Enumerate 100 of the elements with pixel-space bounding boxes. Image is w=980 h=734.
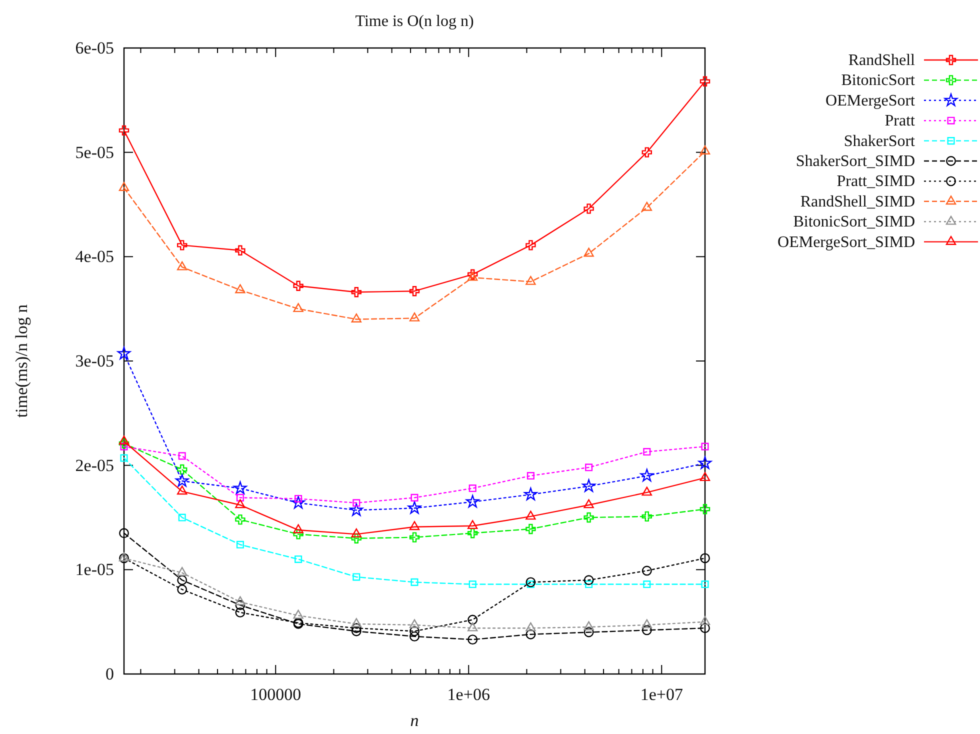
legend-label: ShakerSort <box>844 132 916 150</box>
x-tick-label: 1e+07 <box>640 685 684 704</box>
point <box>584 621 594 630</box>
point <box>524 488 538 500</box>
point <box>585 464 593 472</box>
point <box>293 280 304 291</box>
point <box>175 474 189 487</box>
point <box>177 575 188 586</box>
point <box>235 284 246 294</box>
point <box>584 204 594 214</box>
point <box>409 286 420 296</box>
point <box>584 248 594 257</box>
point <box>700 146 710 154</box>
point <box>352 573 360 581</box>
point <box>351 618 362 628</box>
point <box>468 580 476 588</box>
point <box>177 464 188 475</box>
y-tick-label: 5e-05 <box>75 142 114 162</box>
legend-label: RandShell <box>848 52 916 69</box>
point <box>351 313 362 322</box>
point <box>409 532 420 542</box>
point <box>351 528 362 538</box>
point <box>642 486 652 496</box>
legend-label: OEMergeSort_SIMD <box>778 234 915 251</box>
point <box>585 580 593 588</box>
point <box>120 442 128 450</box>
point <box>292 496 305 509</box>
y-tick-label: 3e-05 <box>75 351 114 370</box>
point <box>294 555 302 563</box>
point <box>468 622 478 632</box>
point <box>177 584 188 594</box>
point <box>351 533 362 544</box>
point <box>235 596 246 606</box>
point <box>293 303 304 312</box>
point <box>468 520 478 530</box>
point <box>700 472 710 482</box>
point <box>642 619 652 628</box>
point <box>118 438 130 449</box>
point <box>119 528 129 538</box>
y-axis-title: time(ms)/n log n <box>12 304 31 418</box>
point <box>351 623 362 634</box>
point <box>409 619 420 628</box>
point <box>118 182 130 191</box>
point <box>118 436 130 445</box>
legend-label: RandShell_SIMD <box>800 193 915 210</box>
point <box>350 503 364 516</box>
point <box>468 484 476 492</box>
point <box>236 494 244 502</box>
point <box>584 499 594 508</box>
y-tick-label: 4e-05 <box>75 247 114 266</box>
y-tick-label: 2e-05 <box>75 456 114 475</box>
x-tick-label: 1e+06 <box>447 685 490 704</box>
point <box>117 346 131 360</box>
point <box>235 600 246 610</box>
point <box>526 276 536 285</box>
point <box>526 577 536 588</box>
y-tick-label: 1e-05 <box>75 560 114 580</box>
point <box>698 456 712 469</box>
point <box>700 76 710 86</box>
point <box>468 614 478 625</box>
point <box>642 202 652 211</box>
point <box>700 616 710 626</box>
point <box>236 540 244 548</box>
point <box>526 472 534 480</box>
point <box>351 287 362 298</box>
point <box>293 610 304 619</box>
point <box>526 622 536 632</box>
point <box>408 501 422 514</box>
point <box>177 486 188 495</box>
point <box>700 623 710 634</box>
point <box>468 528 478 538</box>
point <box>234 481 247 494</box>
point <box>235 607 246 618</box>
point <box>643 580 651 588</box>
point <box>409 521 420 530</box>
point <box>584 512 594 523</box>
point <box>526 580 534 588</box>
point <box>468 634 478 645</box>
point <box>526 510 536 520</box>
point <box>235 245 246 256</box>
point <box>642 625 652 636</box>
point <box>293 529 304 540</box>
point <box>177 567 188 576</box>
point <box>526 524 536 534</box>
point <box>235 499 246 508</box>
point <box>643 448 651 456</box>
point <box>526 629 536 640</box>
legend-label: Pratt_SIMD <box>836 173 915 190</box>
point <box>118 125 130 136</box>
point <box>700 553 710 564</box>
point <box>293 524 304 534</box>
point <box>642 566 652 576</box>
point <box>584 627 594 638</box>
point <box>640 468 654 482</box>
y-tick-label: 0 <box>106 664 114 684</box>
point <box>642 147 652 158</box>
point <box>235 514 246 525</box>
point <box>468 272 478 281</box>
point <box>701 442 709 450</box>
point <box>410 626 420 636</box>
